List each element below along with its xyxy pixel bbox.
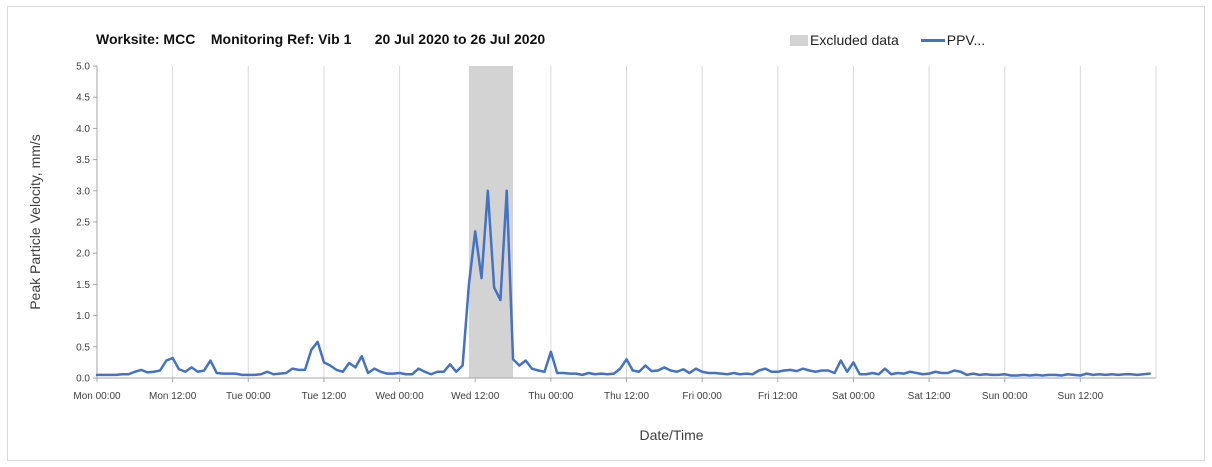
- x-tick-label-13: Sun 12:00: [1058, 391, 1104, 402]
- chart-title: Worksite: MCC Monitoring Ref: Vib 1 20 J…: [96, 31, 546, 47]
- series-line-ppv: [95, 189, 1151, 377]
- x-axis-title: Date/Time: [639, 427, 703, 443]
- legend-swatch-excluded: [790, 34, 808, 46]
- x-tick-label-7: Thu 12:00: [604, 391, 649, 402]
- x-tick-label-10: Sat 00:00: [832, 391, 875, 402]
- x-tick-label-2: Tue 00:00: [226, 391, 271, 402]
- y-tick-label-8: 4.0: [76, 124, 90, 135]
- x-tick-label-11: Sat 12:00: [908, 391, 951, 402]
- axis-layer: [93, 65, 1156, 382]
- x-tick-label-9: Fri 12:00: [758, 391, 798, 402]
- y-tick-label-7: 3.5: [76, 155, 90, 166]
- chart-frame: [7, 6, 1205, 461]
- legend-label-ppv: PPV...: [946, 32, 986, 48]
- grid-layer: [172, 66, 1157, 378]
- legend-label-excluded: Excluded data: [810, 32, 899, 48]
- y-tick-label-9: 4.5: [76, 93, 90, 104]
- series-layer: [95, 189, 1151, 377]
- x-tick-label-1: Mon 12:00: [149, 391, 197, 402]
- y-tick-label-2: 1.0: [76, 311, 90, 322]
- x-tick-label-8: Fri 00:00: [682, 391, 722, 402]
- x-tick-label-0: Mon 00:00: [73, 391, 121, 402]
- x-tick-label-6: Thu 00:00: [528, 391, 573, 402]
- legend-item-excluded: Excluded data: [790, 32, 899, 48]
- legend-item-ppv: PPV...: [920, 32, 986, 48]
- y-axis-title: Peak Particle Velocity, mm/s: [27, 134, 43, 310]
- legend-swatch-ppv: [920, 38, 945, 42]
- y-tick-label-5: 2.5: [76, 218, 90, 229]
- x-tick-label-4: Wed 00:00: [375, 391, 424, 402]
- chart-legend: Excluded data PPV...: [790, 32, 1007, 48]
- y-tick-label-0: 0.0: [76, 374, 90, 385]
- y-tick-label-10: 5.0: [76, 62, 90, 73]
- y-tick-label-1: 0.5: [76, 342, 90, 353]
- y-tick-label-4: 2.0: [76, 249, 90, 260]
- x-tick-label-5: Wed 12:00: [451, 391, 500, 402]
- x-tick-label-12: Sun 00:00: [982, 391, 1028, 402]
- y-tick-label-3: 1.5: [76, 280, 90, 291]
- x-tick-label-3: Tue 12:00: [302, 391, 347, 402]
- y-tick-label-6: 3.0: [76, 186, 90, 197]
- label-layer: 0.0 0.5 1.0 1.5 2.0 2.5 3.0 3.5 4.0 4.5 5.0 Mon 00:…: [27, 62, 1104, 444]
